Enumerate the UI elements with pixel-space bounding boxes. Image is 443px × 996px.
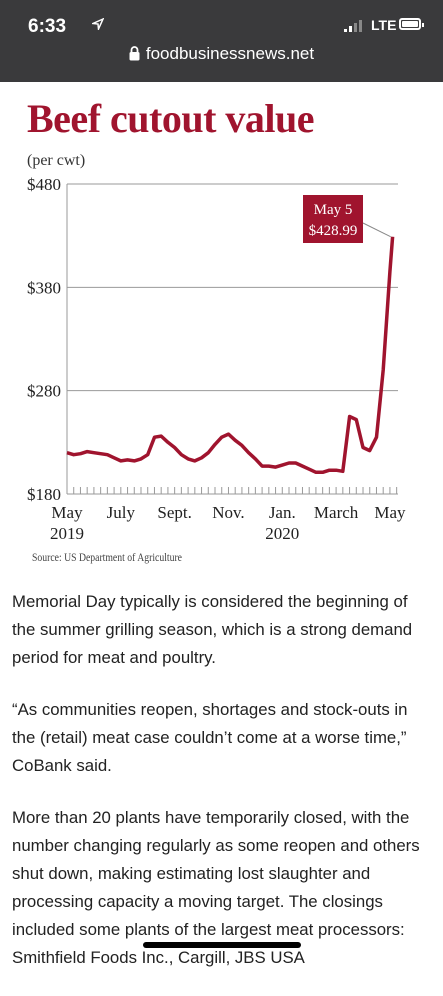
x-tick-year: 2019 (50, 524, 84, 543)
annotation-box (303, 195, 363, 243)
article-paragraph: Memorial Day typically is considered the… (12, 592, 413, 667)
x-tick-label: May (51, 503, 83, 522)
location-arrow-icon (92, 18, 104, 30)
status-bar: 6:33 LTE foodbusinessnews.net (0, 0, 443, 82)
annotation-date: May 5 (314, 202, 353, 218)
x-tick-label: Jan. (269, 503, 296, 522)
x-tick-label: Nov. (212, 503, 244, 522)
chart-subtitle: (per cwt) (27, 152, 85, 169)
battery-icon (399, 18, 424, 30)
article-body: Memorial Day typically is considered the… (12, 588, 432, 996)
article-paragraph: More than 20 plants have temporarily clo… (12, 808, 420, 967)
annotation-value: $428.99 (309, 223, 358, 239)
home-indicator[interactable] (143, 942, 301, 948)
url-text: foodbusinessnews.net (145, 44, 315, 63)
annotation-leader (362, 222, 391, 238)
article-paragraph: “As communities reopen, shortages and st… (12, 700, 408, 775)
signal-bars-icon (344, 20, 362, 32)
series-line (66, 236, 395, 475)
x-tick-label: Sept. (157, 503, 191, 522)
chart-source: Source: US Department of Agriculture (32, 552, 182, 564)
y-tick-label: $380 (27, 278, 61, 297)
y-tick-label: $280 (27, 382, 61, 401)
x-tick-year: 2020 (265, 524, 299, 543)
x-tick-label: May (374, 503, 406, 522)
x-tick-label: March (314, 503, 359, 522)
network-type: LTE (371, 17, 397, 33)
clock: 6:33 (28, 16, 67, 37)
address-bar[interactable]: foodbusinessnews.net (0, 44, 443, 72)
y-tick-label: $180 (27, 485, 61, 504)
y-tick-label: $480 (27, 175, 61, 194)
lock-icon (129, 46, 140, 61)
chart-image: Beef cutout value (per cwt) $480 $380 $280 $… (0, 82, 443, 572)
chart-title: Beef cutout value (27, 96, 315, 141)
x-tick-label: July (107, 503, 136, 522)
